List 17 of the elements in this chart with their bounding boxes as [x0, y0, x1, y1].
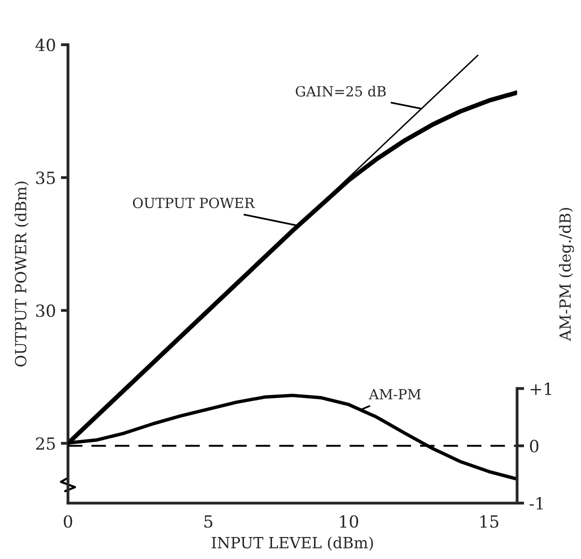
y2-axis-title: AM-PM (deg./dB): [559, 208, 574, 342]
y-tick-label: 25: [36, 437, 55, 450]
y-tick-label: 30: [36, 304, 56, 318]
y2-tick-label: 0: [530, 440, 538, 452]
y-tick-label: 35: [36, 172, 55, 184]
annotation: AM-PM: [368, 389, 421, 400]
x-tick-label: 15: [480, 515, 498, 528]
y-tick-label: 40: [35, 38, 56, 52]
x-tick-label: 10: [340, 515, 358, 528]
x-axis-title: INPUT LEVEL (dBm): [212, 536, 373, 551]
annotation: GAIN=25 dB: [296, 86, 386, 97]
y2-tick-label: +1: [530, 382, 552, 395]
annotation: OUTPUT POWER: [132, 198, 255, 208]
y2-tick-label: -1: [530, 497, 543, 510]
x-tick-label: 5: [204, 515, 212, 528]
x-tick-label: 0: [64, 515, 72, 528]
y-axis-title: OUTPUT POWER (dBm): [14, 182, 29, 367]
